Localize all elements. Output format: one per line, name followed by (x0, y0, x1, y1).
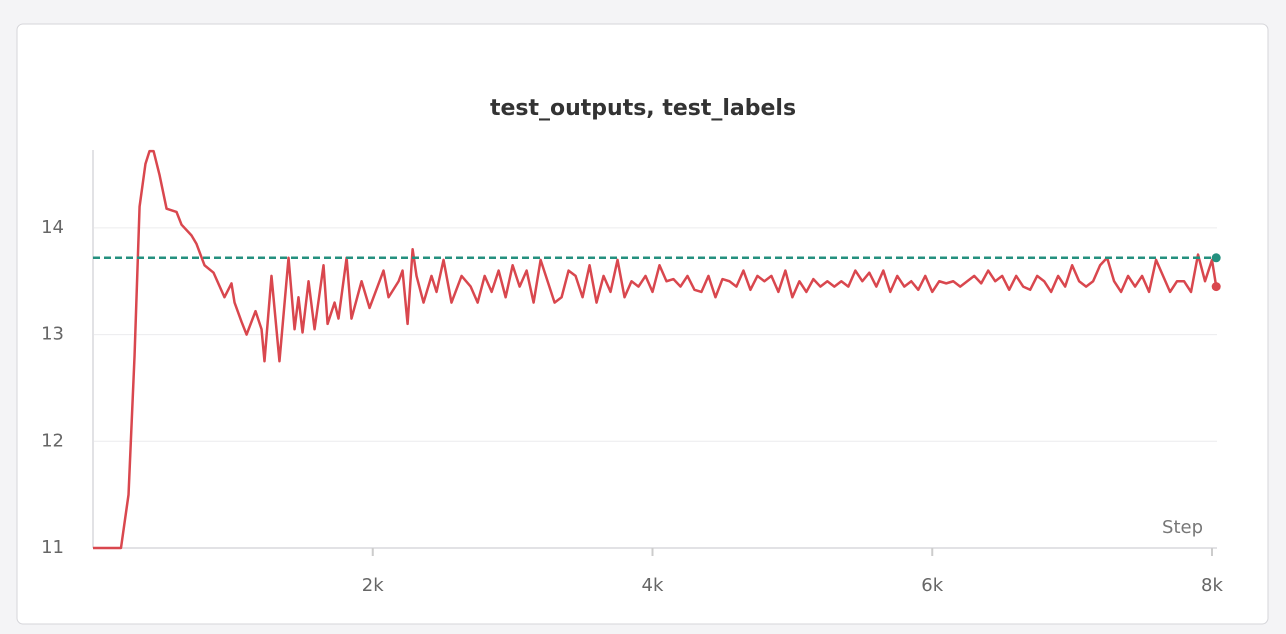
y-tick-label: 12 (41, 430, 64, 451)
y-tick-label: 13 (41, 324, 64, 345)
end-dot (1211, 253, 1221, 263)
y-tick-label: 11 (41, 537, 64, 558)
end-dot (1211, 282, 1221, 292)
card (16, 23, 1269, 625)
chart-title: test_outputs, test_labels (490, 96, 796, 121)
x-tick-label: 2k (362, 575, 384, 596)
series-line (93, 149, 1218, 550)
x-tick-label: 8k (1201, 575, 1223, 596)
y-tick-label: 14 (41, 217, 64, 238)
x-tick-label: 6k (921, 575, 943, 596)
x-axis-label: Step (1162, 517, 1203, 538)
x-tick-label: 4k (642, 575, 664, 596)
